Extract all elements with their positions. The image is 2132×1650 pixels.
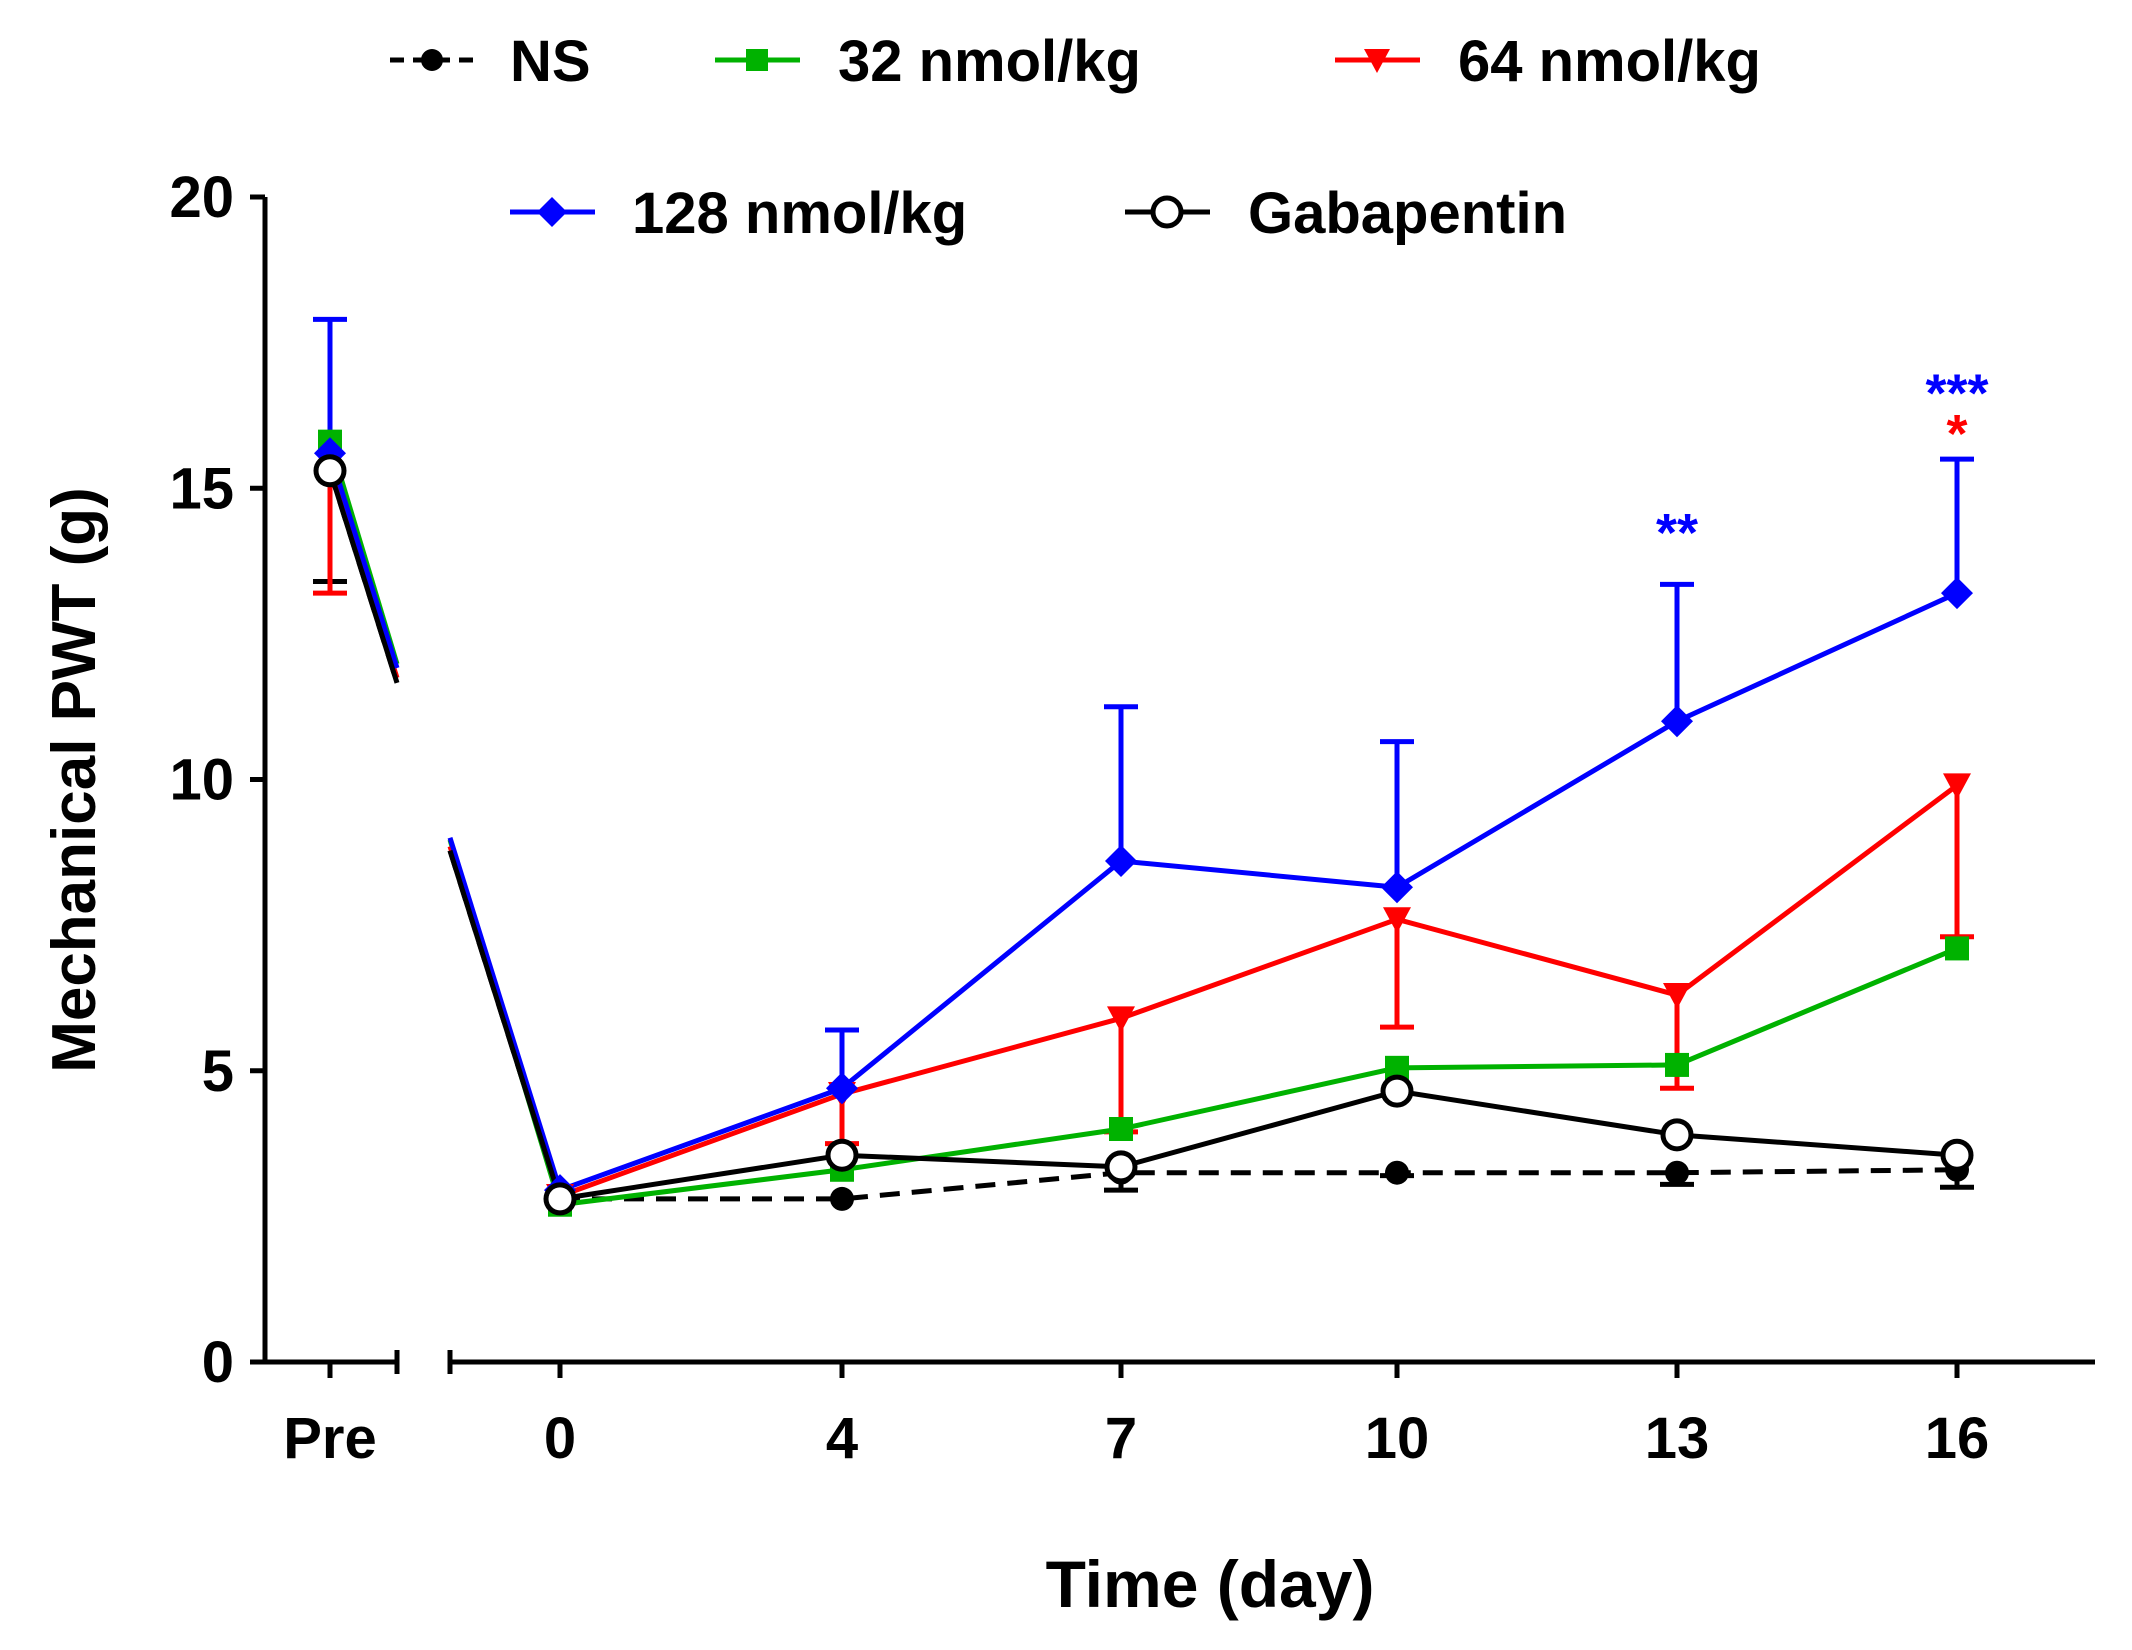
legend-label-32: 32 nmol/kg (838, 29, 1141, 94)
series-polyline (560, 1167, 1958, 1202)
x-tick-label: 7 (1105, 1406, 1137, 1471)
data-point (1104, 1150, 1138, 1184)
legend-label-64: 64 nmol/kg (1458, 29, 1761, 94)
series-polyline (559, 1088, 1958, 1202)
y-ticks: 0 5 10 15 20 (169, 165, 265, 1395)
legend-item-64: 64 nmol/kg (1335, 29, 1761, 94)
y-tick-label: 10 (169, 748, 234, 813)
x-tick-label: 13 (1645, 1406, 1710, 1471)
data-point (1940, 1138, 1974, 1172)
x-axis-label: Time (day) (1046, 1547, 1375, 1621)
legend-item-128: 128 nmol/kg (510, 181, 967, 246)
data-point (1660, 1118, 1694, 1152)
series-segment (447, 849, 563, 1200)
legend-label-128: 128 nmol/kg (632, 181, 967, 246)
series-polyline (559, 590, 1959, 1193)
series-line-1 (327, 440, 1958, 1208)
data-point (1665, 1052, 1689, 1077)
data-point (1663, 983, 1691, 1010)
data-point (1661, 705, 1693, 738)
legend-item-32: 32 nmol/kg (715, 29, 1141, 94)
y-tick-label: 5 (202, 1039, 234, 1104)
legend: NS 32 nmol/kg 64 nmol/kg 128 nmol/kg Gab… (390, 29, 1761, 246)
significance-marker: *** (1925, 363, 1988, 423)
data-point (1105, 845, 1137, 878)
series-markers-0 (318, 458, 1969, 1211)
data-point (543, 1182, 577, 1216)
series-polyline (559, 946, 1958, 1208)
series-markers-4 (313, 454, 1974, 1216)
series-polyline (559, 783, 1959, 1199)
series-segment (327, 452, 400, 669)
data-point (1943, 773, 1971, 800)
y-axis-label: Mechanical PWT (g) (40, 487, 109, 1073)
error-bars-2 (313, 464, 1974, 1147)
legend-item-ns: NS (390, 29, 591, 94)
x-ticks: Pre 0 4 7 10 13 16 (283, 1362, 1989, 1471)
data-point (1107, 1006, 1135, 1033)
data-point (830, 1186, 854, 1211)
data-point (1383, 907, 1411, 934)
data-point (313, 454, 347, 488)
series-markers-2 (316, 452, 1971, 1210)
x-tick-label: 10 (1365, 1406, 1430, 1471)
series-line-2 (327, 464, 1959, 1199)
legend-item-gabapentin: Gabapentin (1125, 181, 1567, 246)
series-line-3 (327, 452, 1959, 1193)
error-bars-0 (313, 470, 1974, 1193)
y-tick-label: 0 (202, 1330, 234, 1395)
data-point (1665, 1160, 1689, 1185)
x-tick-label: 4 (826, 1406, 858, 1471)
significance-annotations: ****** (1656, 363, 1989, 563)
data-point (826, 1072, 858, 1105)
y-tick-label: 15 (169, 456, 234, 521)
data-point (1941, 577, 1973, 610)
legend-label-ns: NS (510, 29, 591, 94)
series-segment (327, 470, 400, 684)
x-tick-label: 0 (544, 1406, 576, 1471)
axes (262, 197, 2095, 1374)
y-tick-label: 20 (169, 165, 234, 230)
significance-marker: * (1946, 404, 1967, 464)
series-line-4 (327, 470, 1958, 1202)
data-point (1380, 1074, 1414, 1108)
series-segment (447, 837, 563, 1191)
significance-marker: ** (1656, 503, 1698, 563)
x-tick-label: 16 (1925, 1406, 1990, 1471)
error-bars-3 (313, 316, 1974, 1089)
data-point (1945, 936, 1969, 961)
x-tick-label: Pre (283, 1406, 377, 1471)
data-point (1381, 871, 1413, 904)
legend-label-gabapentin: Gabapentin (1248, 181, 1567, 246)
series-line-0 (327, 470, 1958, 1202)
data-point (1385, 1160, 1409, 1185)
series-layer (313, 316, 1974, 1217)
series-markers-3 (314, 437, 1973, 1207)
data-point (825, 1138, 859, 1172)
data-point (1109, 1117, 1133, 1141)
series-markers-1 (318, 429, 1969, 1217)
